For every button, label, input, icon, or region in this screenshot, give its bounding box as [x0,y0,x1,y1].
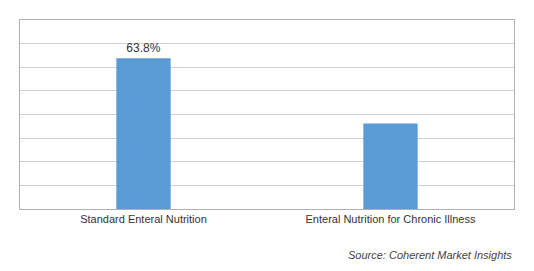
svg-text:Enteral Nutrition for Chronic: Enteral Nutrition for Chronic Illness [306,213,476,225]
svg-text:63.8%: 63.8% [126,41,160,55]
svg-text:Source: Coherent Market Insigh: Source: Coherent Market Insights [348,249,512,261]
svg-text:Standard Enteral Nutrition: Standard Enteral Nutrition [80,213,207,225]
